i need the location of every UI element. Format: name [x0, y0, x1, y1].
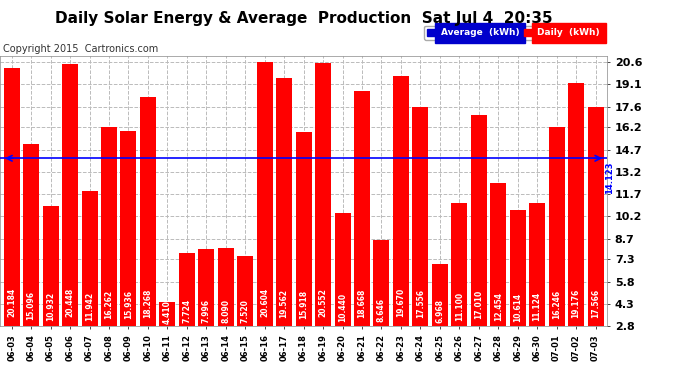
Text: 10.932: 10.932 [46, 292, 55, 321]
Bar [549, 127, 564, 368]
Bar [101, 126, 117, 368]
Text: 10.440: 10.440 [338, 292, 347, 322]
Legend: Average  (kWh), Daily  (kWh): Average (kWh), Daily (kWh) [424, 26, 602, 40]
Bar [237, 256, 253, 368]
Text: 8.646: 8.646 [377, 298, 386, 322]
Text: Daily Solar Energy & Average  Production  Sat Jul 4  20:35: Daily Solar Energy & Average Production … [55, 11, 553, 26]
Text: 15.918: 15.918 [299, 290, 308, 319]
Text: 19.176: 19.176 [571, 288, 580, 318]
Bar [490, 183, 506, 368]
Text: 20.604: 20.604 [260, 288, 269, 317]
Bar [121, 131, 137, 368]
Text: 14.123: 14.123 [605, 161, 614, 194]
Bar [257, 62, 273, 368]
Text: 19.670: 19.670 [397, 288, 406, 318]
Bar [510, 210, 526, 368]
Text: 7.520: 7.520 [241, 299, 250, 323]
Text: 20.448: 20.448 [66, 288, 75, 317]
Bar [218, 248, 234, 368]
Text: 12.454: 12.454 [494, 292, 503, 321]
Text: 15.096: 15.096 [27, 291, 36, 320]
Bar [432, 264, 448, 368]
Text: 19.562: 19.562 [279, 288, 288, 318]
Bar [335, 213, 351, 368]
Bar [276, 78, 292, 368]
Bar [23, 144, 39, 368]
Bar [393, 76, 409, 368]
Text: 17.010: 17.010 [474, 290, 483, 319]
Text: 18.268: 18.268 [144, 289, 152, 318]
Bar [81, 190, 97, 368]
Text: 7.724: 7.724 [182, 298, 191, 323]
Text: 8.090: 8.090 [221, 298, 230, 322]
Bar [43, 206, 59, 368]
Text: 11.100: 11.100 [455, 292, 464, 321]
Bar [179, 253, 195, 368]
Text: 15.936: 15.936 [124, 290, 133, 319]
Text: 16.262: 16.262 [104, 290, 113, 319]
Bar [471, 116, 486, 368]
Bar [198, 249, 215, 368]
Text: 7.996: 7.996 [201, 299, 210, 323]
Bar [568, 83, 584, 368]
Bar [295, 132, 312, 368]
Text: Copyright 2015  Cartronics.com: Copyright 2015 Cartronics.com [3, 44, 158, 54]
Text: 10.614: 10.614 [513, 292, 522, 321]
Bar [373, 240, 389, 368]
Text: 17.566: 17.566 [591, 289, 600, 318]
Bar [315, 63, 331, 368]
Text: 4.410: 4.410 [163, 300, 172, 324]
Bar [62, 64, 78, 368]
Bar [451, 203, 467, 368]
Text: 20.552: 20.552 [319, 288, 328, 317]
Text: 11.942: 11.942 [85, 292, 94, 321]
Bar [413, 107, 428, 368]
Text: 6.968: 6.968 [435, 299, 444, 323]
Text: 16.246: 16.246 [552, 290, 561, 319]
Bar [588, 107, 604, 368]
Bar [529, 203, 545, 368]
Bar [159, 302, 175, 368]
Bar [354, 91, 370, 368]
Bar [140, 97, 156, 368]
Text: 17.556: 17.556 [416, 290, 425, 318]
Bar [3, 68, 19, 368]
Text: 20.184: 20.184 [7, 288, 16, 317]
Text: 14.123: 14.123 [0, 122, 2, 154]
Text: 11.124: 11.124 [533, 292, 542, 321]
Text: 18.668: 18.668 [357, 289, 366, 318]
